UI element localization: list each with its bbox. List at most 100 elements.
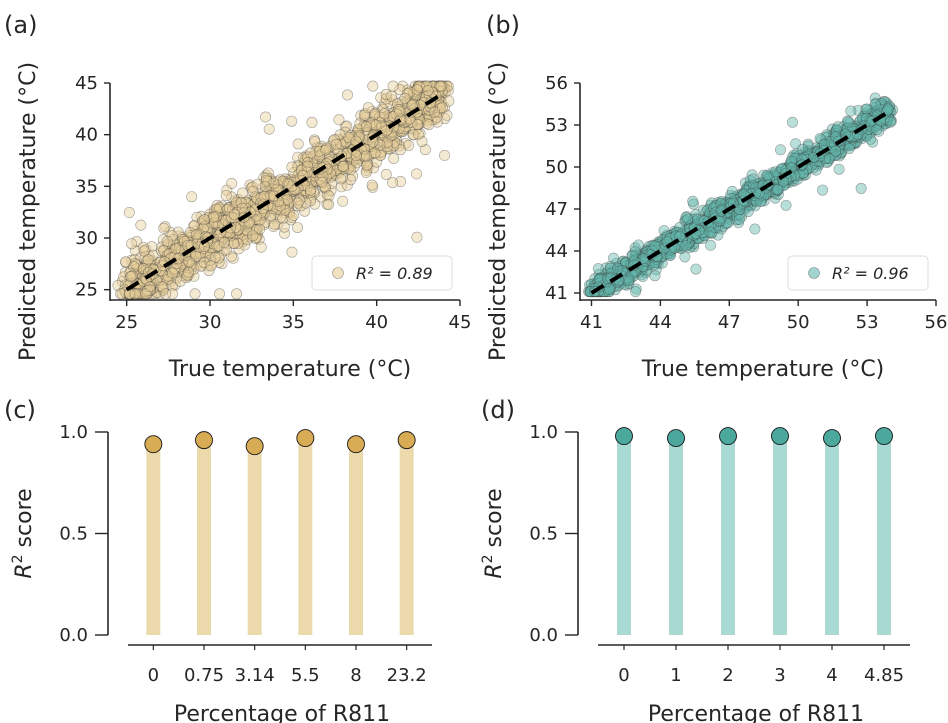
scatter-point	[292, 160, 304, 172]
bar-marker	[615, 427, 633, 446]
scatter-point	[208, 220, 220, 232]
scatter-point	[437, 80, 449, 92]
scatter-point	[223, 202, 235, 214]
scatter-point	[225, 251, 237, 263]
scatter-point	[223, 231, 235, 243]
scatter-point	[408, 88, 420, 100]
scatter-point	[431, 116, 443, 128]
scatter-point	[398, 123, 410, 135]
scatter-point	[262, 175, 274, 187]
scatter-point	[149, 288, 161, 300]
scatter-point	[301, 188, 313, 200]
scatter-point	[359, 112, 371, 124]
scatter-point	[242, 196, 254, 208]
scatter-point	[345, 131, 357, 143]
scatter-point	[328, 169, 340, 181]
scatter-point	[307, 182, 319, 194]
scatter-point	[332, 144, 344, 156]
scatter-point	[258, 219, 270, 231]
scatter-point	[249, 191, 261, 203]
x-tick-label: 45	[449, 312, 472, 333]
scatter-point	[271, 202, 283, 214]
scatter-point	[194, 246, 206, 258]
x-tick-label: 56	[925, 312, 948, 333]
bar	[825, 438, 839, 635]
scatter-point	[422, 115, 434, 127]
scatter-point	[332, 144, 344, 156]
scatter-point	[207, 211, 219, 223]
bar-marker	[771, 427, 789, 446]
scatter-point	[376, 103, 388, 115]
scatter-point	[338, 160, 350, 172]
scatter-point	[407, 98, 419, 110]
scatter-point	[285, 214, 297, 226]
y-axis-label: R2 score	[10, 488, 37, 578]
scatter-point	[218, 210, 230, 222]
scatter-point	[129, 258, 141, 270]
scatter-point	[308, 175, 320, 187]
scatter-point	[316, 140, 328, 152]
scatter-point	[193, 230, 205, 242]
scatter-point	[390, 130, 402, 142]
scatter-point	[378, 137, 390, 149]
scatter-point	[157, 234, 169, 246]
x-tick-label: 5.5	[291, 665, 320, 686]
scatter-point	[414, 114, 426, 126]
scatter-point	[830, 145, 842, 157]
scatter-point	[435, 99, 447, 111]
scatter-point	[310, 175, 322, 187]
scatter-point	[325, 165, 337, 177]
scatter-point	[226, 201, 238, 213]
scatter-point	[265, 176, 277, 188]
scatter-point	[435, 80, 447, 92]
scatter-point	[146, 288, 158, 300]
scatter-point	[180, 272, 192, 284]
scatter-point	[260, 169, 272, 181]
scatter-point	[272, 207, 284, 219]
scatter-point	[222, 210, 234, 222]
bar-marker	[875, 427, 893, 446]
scatter-point	[157, 284, 169, 296]
scatter-point	[213, 256, 225, 268]
scatter-point	[416, 101, 428, 113]
scatter-point	[253, 233, 265, 245]
scatter-point	[150, 274, 162, 286]
scatter-point	[297, 191, 309, 203]
scatter-point	[320, 181, 332, 193]
scatter-point	[786, 116, 798, 128]
scatter-point	[354, 131, 366, 143]
scatter-point	[413, 95, 425, 107]
scatter-point	[201, 226, 213, 238]
scatter-point	[333, 114, 345, 126]
scatter-point	[196, 222, 208, 234]
scatter-point	[398, 123, 410, 135]
scatter-point	[205, 254, 217, 266]
scatter-point	[165, 271, 177, 283]
scatter-point	[402, 139, 414, 151]
scatter-point	[361, 164, 373, 176]
scatter-point	[204, 247, 216, 259]
scatter-point	[325, 170, 337, 182]
scatter-point	[298, 162, 310, 174]
scatter-point	[267, 181, 279, 193]
scatter-point	[352, 126, 364, 138]
scatter-point	[416, 95, 428, 107]
scatter-point	[177, 233, 189, 245]
scatter-point	[369, 111, 381, 123]
scatter-point	[432, 86, 444, 98]
scatter-point	[833, 163, 845, 175]
legend-marker	[808, 267, 820, 279]
scatter-point	[300, 185, 312, 197]
scatter-point	[214, 288, 226, 300]
scatter-point	[207, 238, 219, 250]
scatter-point	[379, 131, 391, 143]
scatter-point	[362, 158, 374, 170]
scatter-point	[283, 196, 295, 208]
scatter-point	[267, 207, 279, 219]
y-axis-label-group: R2 score	[480, 488, 507, 578]
scatter-point	[318, 145, 330, 157]
scatter-point	[140, 288, 152, 300]
scatter-point	[164, 239, 176, 251]
scatter-point	[218, 212, 230, 224]
scatter-point	[214, 205, 226, 217]
